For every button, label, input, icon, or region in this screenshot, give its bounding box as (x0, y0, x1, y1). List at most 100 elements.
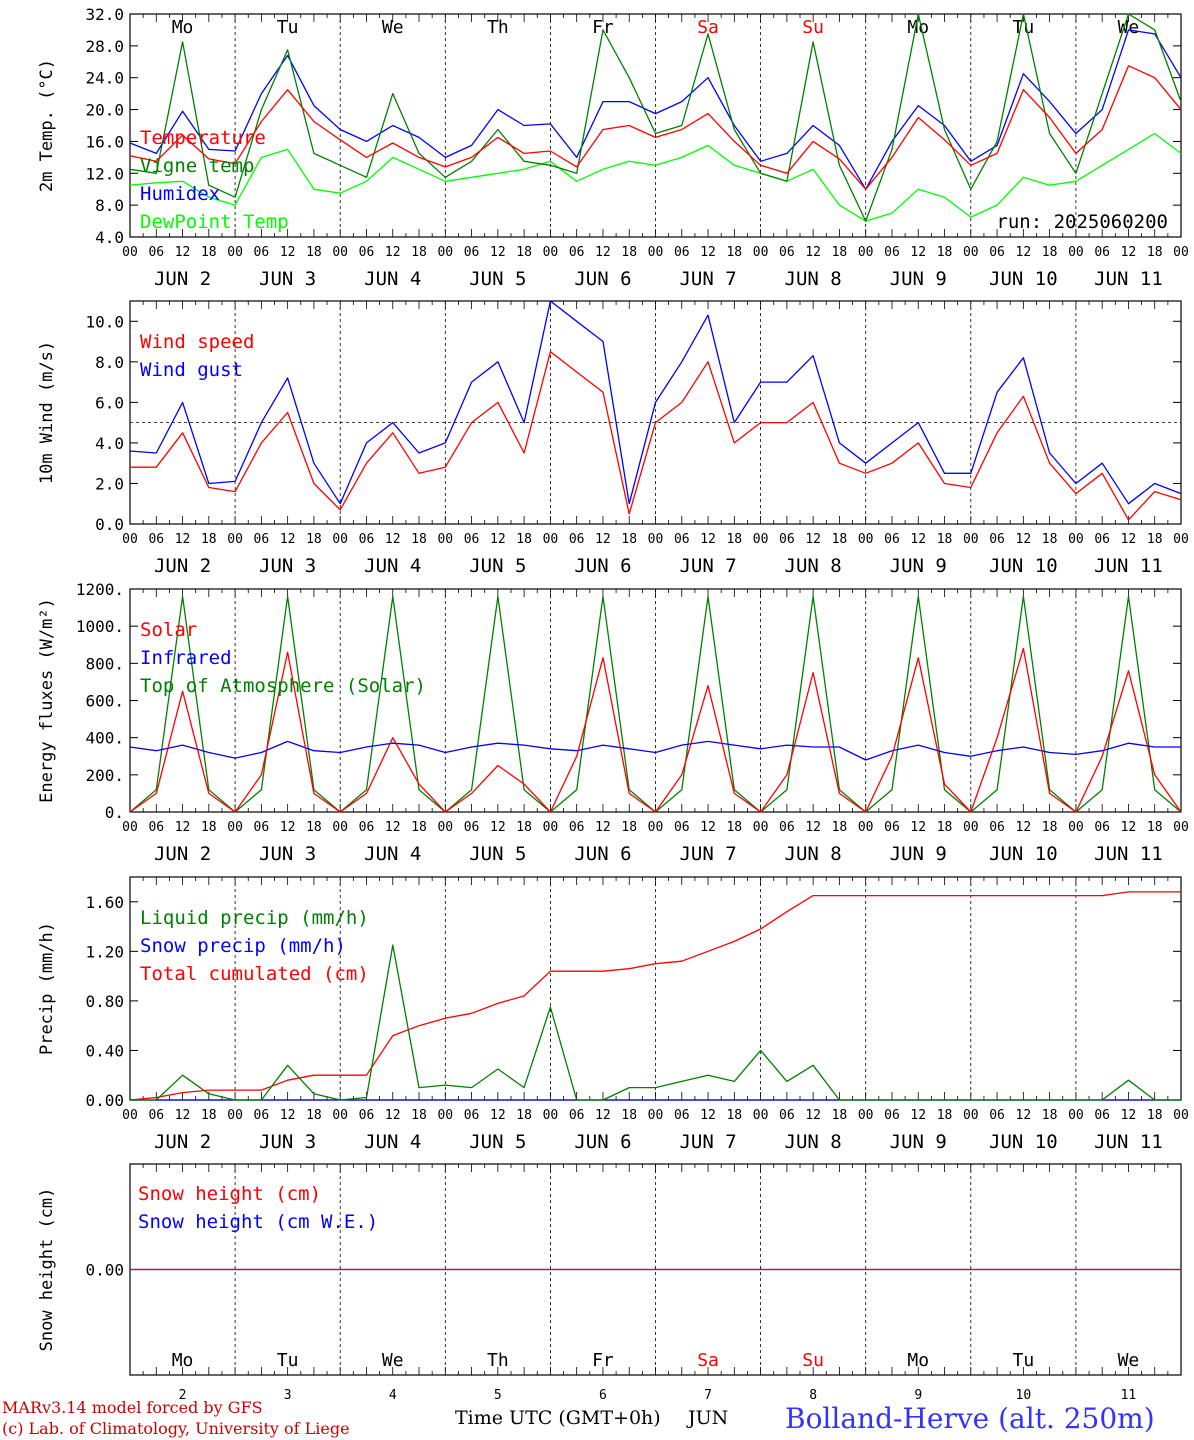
x-hour-label: 06 (359, 820, 375, 835)
day-name: Mo (172, 17, 194, 38)
x-hour-label: 12 (175, 245, 191, 260)
x-hour-label: 18 (1042, 820, 1058, 835)
x-hour-label: 18 (1147, 245, 1163, 260)
y-tick-label: 0.80 (85, 992, 124, 1011)
x-hour-label: 18 (411, 1108, 427, 1123)
x-hour-label: 00 (858, 820, 874, 835)
x-hour-label: 00 (1068, 1108, 1084, 1123)
y-tick-label: 1200. (76, 580, 124, 599)
legend-entry: Liquid precip (mm/h) (140, 907, 369, 929)
x-hour-label: 12 (910, 245, 926, 260)
y-tick-label: 600. (85, 692, 124, 711)
legend-entry: Wind gust (140, 359, 243, 381)
day-name: Tu (1013, 17, 1035, 38)
plot-frame (129, 588, 1182, 813)
x-hour-label: 18 (726, 820, 742, 835)
x-hour-label: 06 (569, 820, 585, 835)
x-hour-label: 06 (359, 1108, 375, 1123)
x-hour-label: 00 (1068, 532, 1084, 547)
x-hour-label: 00 (543, 820, 559, 835)
y-tick-label: 12.0 (85, 164, 124, 183)
x-date-label: JUN 8 (785, 843, 842, 865)
x-hour-label: 00 (437, 532, 453, 547)
x-hour-label: 12 (280, 245, 296, 260)
x-hour-label: 00 (227, 245, 243, 260)
day-name: We (1118, 1350, 1140, 1371)
x-date-label: JUN 9 (890, 1131, 947, 1153)
x-hour-label: 12 (700, 820, 716, 835)
day-name: Mo (907, 1350, 929, 1371)
y-tick-label: 1.60 (85, 893, 124, 912)
time-axis-title: Time UTC (GMT+0h) (455, 1407, 661, 1429)
x-hour-label: 18 (621, 820, 637, 835)
x-hour-label: 18 (937, 820, 953, 835)
legend-entry: Wind speed (140, 331, 254, 353)
x-date-label: JUN 8 (785, 1131, 842, 1153)
y-tick-label: 4.0 (95, 434, 124, 453)
day-name: Fr (592, 1350, 614, 1371)
plot-frame (129, 13, 1182, 238)
x-date-label: JUN 7 (679, 555, 736, 577)
x-hour-label: 12 (175, 532, 191, 547)
x-hour-label: 12 (595, 1108, 611, 1123)
x-hour-label: 18 (832, 532, 848, 547)
panel-3: 0. 200. 400. 600. 800. 1000. 1200. Energy fluxe… (37, 580, 1189, 865)
x-hour-label: 12 (1121, 1108, 1137, 1123)
x-hour-label: 06 (569, 532, 585, 547)
x-hour-label: 00 (648, 532, 664, 547)
x-hour-label: 06 (989, 532, 1005, 547)
run-annotation: run: 2025060200 (996, 211, 1168, 233)
day-name: Tu (277, 17, 299, 38)
y-tick-label: 20.0 (85, 101, 124, 120)
panel-1: 4.0 8.0 12.0 16.0 20.0 24.0 28.0 32.0 2m Temp. (… (37, 5, 1189, 290)
x-date-label: JUN 7 (679, 268, 736, 290)
x-date-label: JUN 4 (364, 555, 421, 577)
x-hour-label: 00 (1173, 245, 1189, 260)
x-date-label: JUN 3 (259, 843, 316, 865)
y-tick-label: 0.0 (95, 515, 124, 534)
x-date-label: JUN 6 (574, 555, 631, 577)
x-hour-label: 12 (1121, 820, 1137, 835)
x-hour-label: 06 (779, 820, 795, 835)
x-hour-label: 00 (122, 820, 138, 835)
x-hour-label: 06 (884, 820, 900, 835)
series-group (129, 595, 1182, 813)
legend-entry: Solar (140, 619, 197, 641)
legend-entry: DewPoint Temp (140, 211, 289, 233)
x-date-label: JUN 8 (785, 555, 842, 577)
y-axis-title: 10m Wind (m/s) (37, 341, 57, 484)
x-date-label: JUN 2 (154, 1131, 211, 1153)
x-date-label: JUN 5 (469, 1131, 526, 1153)
panel-2: 0.0 2.0 4.0 6.0 8.0 10.0 10m Wind (m/s) 00 06 12 1… (37, 300, 1189, 577)
x-hour-label: 18 (832, 820, 848, 835)
day-name: Su (802, 1350, 824, 1371)
y-tick-label: 400. (85, 729, 124, 748)
x-hour-label: 12 (910, 532, 926, 547)
x-hour-label: 12 (1016, 532, 1032, 547)
x-date-label: JUN 9 (890, 268, 947, 290)
x-hour-label: 06 (989, 820, 1005, 835)
x-hour-label: 06 (148, 820, 164, 835)
x-hour-label: 12 (280, 532, 296, 547)
x-hour-label: 06 (884, 245, 900, 260)
x-hour-label: 06 (569, 245, 585, 260)
x-date-label: JUN 3 (259, 268, 316, 290)
x-date-label: JUN 3 (259, 555, 316, 577)
x-hour-label: 12 (385, 820, 401, 835)
panels: 4.08.012.016.020.024.028.032.02m Temp. (… (37, 5, 1189, 1403)
x-hour-label: 12 (175, 1108, 191, 1123)
legend-entry: Total cumulated (cm) (140, 963, 369, 985)
day-name: Th (487, 17, 509, 38)
x-date-label: JUN 6 (574, 268, 631, 290)
x-hour-label: 00 (543, 1108, 559, 1123)
x-hour-label: 06 (148, 1108, 164, 1123)
y-tick-label: 32.0 (85, 5, 124, 24)
x-hour-label: 00 (858, 1108, 874, 1123)
x-date-label: JUN 7 (679, 843, 736, 865)
x-hour-label: 06 (884, 1108, 900, 1123)
y-tick-label: 0.00 (85, 1261, 124, 1280)
day-name: We (1118, 17, 1140, 38)
day-number: 2 (179, 1388, 187, 1403)
x-hour-label: 12 (175, 820, 191, 835)
